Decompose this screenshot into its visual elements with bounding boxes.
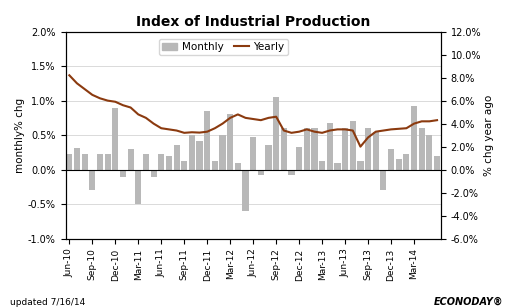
Bar — [411, 106, 417, 170]
Bar — [227, 114, 233, 170]
Bar — [365, 128, 371, 170]
Bar — [189, 135, 195, 170]
Bar — [373, 132, 379, 170]
Bar — [434, 156, 440, 170]
Y-axis label: % chg year ago: % chg year ago — [484, 95, 494, 176]
Bar — [242, 170, 248, 211]
Bar — [427, 135, 433, 170]
Bar — [258, 170, 264, 175]
Bar — [273, 97, 279, 170]
Bar — [350, 121, 356, 170]
Bar — [281, 128, 287, 170]
Bar — [304, 128, 310, 170]
Bar — [319, 161, 325, 170]
Bar — [104, 155, 110, 170]
Bar — [250, 136, 256, 170]
Bar — [97, 155, 103, 170]
Bar — [395, 159, 402, 170]
Bar — [327, 123, 333, 170]
Bar — [296, 147, 302, 170]
Text: ECONODAY®: ECONODAY® — [434, 297, 504, 307]
Bar — [357, 161, 363, 170]
Bar — [403, 155, 409, 170]
Bar — [74, 148, 80, 170]
Legend: Monthly, Yearly: Monthly, Yearly — [159, 39, 288, 55]
Bar — [128, 149, 134, 170]
Bar — [342, 128, 348, 170]
Bar — [174, 145, 180, 170]
Bar — [289, 170, 295, 175]
Bar — [204, 111, 210, 170]
Bar — [166, 156, 172, 170]
Bar — [120, 170, 126, 176]
Bar — [266, 145, 272, 170]
Bar — [196, 141, 203, 170]
Bar — [89, 170, 95, 190]
Bar — [312, 128, 318, 170]
Bar — [158, 155, 164, 170]
Y-axis label: monthly% chg: monthly% chg — [15, 98, 25, 173]
Bar — [380, 170, 386, 190]
Title: Index of Industrial Production: Index of Industrial Production — [136, 15, 371, 29]
Text: updated 7/16/14: updated 7/16/14 — [10, 298, 86, 307]
Bar — [151, 170, 157, 176]
Bar — [235, 163, 241, 170]
Bar — [112, 107, 119, 170]
Bar — [334, 163, 341, 170]
Bar — [219, 135, 225, 170]
Bar — [181, 161, 187, 170]
Bar — [143, 155, 149, 170]
Bar — [81, 155, 88, 170]
Bar — [66, 155, 72, 170]
Bar — [212, 161, 218, 170]
Bar — [135, 170, 142, 204]
Bar — [419, 128, 425, 170]
Bar — [388, 149, 394, 170]
